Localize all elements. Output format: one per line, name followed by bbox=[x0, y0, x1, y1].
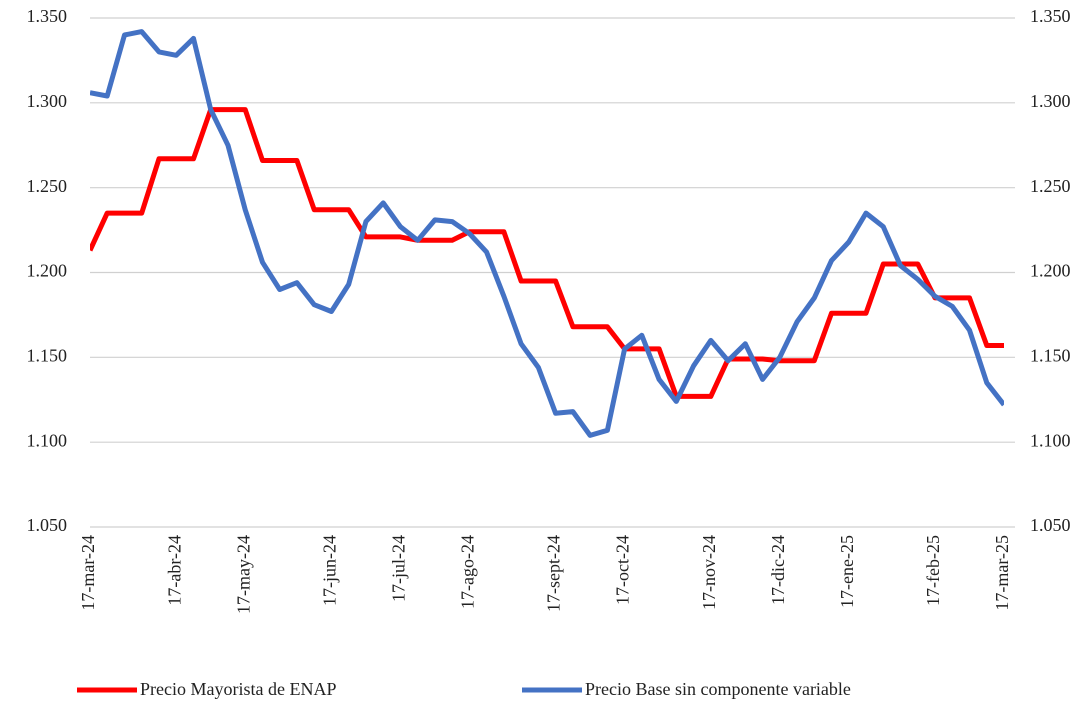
y-tick-label: 1.350 bbox=[27, 6, 68, 26]
y-tick-label: 1.250 bbox=[27, 176, 68, 196]
grid bbox=[90, 17, 1015, 528]
legend-label: Precio Mayorista de ENAP bbox=[140, 679, 336, 699]
y2-tick-label: 1.250 bbox=[1030, 176, 1071, 196]
x-tick-label: 17-ago-24 bbox=[458, 535, 478, 609]
y-tick-label: 1.200 bbox=[27, 261, 68, 281]
y2-tick-label: 1.200 bbox=[1030, 261, 1071, 281]
x-tick-label: 17-dic-24 bbox=[768, 535, 788, 605]
x-tick-label: 17-may-24 bbox=[233, 535, 253, 614]
x-tick-label: 17-jun-24 bbox=[320, 535, 340, 606]
x-tick-label: 17-oct-24 bbox=[613, 535, 633, 605]
y2-tick-label: 1.300 bbox=[1030, 91, 1071, 111]
plot-area bbox=[90, 29, 1004, 438]
y2-tick-label: 1.100 bbox=[1030, 430, 1071, 450]
x-tick-label: 17-abr-24 bbox=[164, 535, 184, 606]
y2-tick-label: 1.350 bbox=[1030, 6, 1071, 26]
x-tick-label: 17-mar-25 bbox=[992, 535, 1012, 611]
y2-tick-label: 1.150 bbox=[1030, 345, 1071, 365]
labels: 1.050 1.100 1.150 1.200 1.250 1.300 1.350 1.050… bbox=[27, 6, 1071, 699]
y2-tick-label: 1.050 bbox=[1030, 515, 1071, 535]
y-tick-label: 1.050 bbox=[27, 515, 68, 535]
x-tick-label: 17-nov-24 bbox=[699, 535, 719, 610]
line-series bbox=[90, 29, 1004, 438]
x-tick-label: 17-jul-24 bbox=[389, 535, 409, 602]
y-tick-label: 1.150 bbox=[27, 345, 68, 365]
y-tick-label: 1.100 bbox=[27, 430, 68, 450]
x-tick-label: 17-sept-24 bbox=[544, 535, 564, 612]
x-tick-label: 17-ene-25 bbox=[837, 535, 857, 608]
y-tick-label: 1.300 bbox=[27, 91, 68, 111]
x-tick-label: 17-feb-25 bbox=[923, 535, 943, 606]
x-tick-label: 17-mar-24 bbox=[78, 535, 98, 611]
legend-label: Precio Base sin componente variable bbox=[585, 679, 851, 699]
line-series bbox=[90, 107, 1004, 399]
